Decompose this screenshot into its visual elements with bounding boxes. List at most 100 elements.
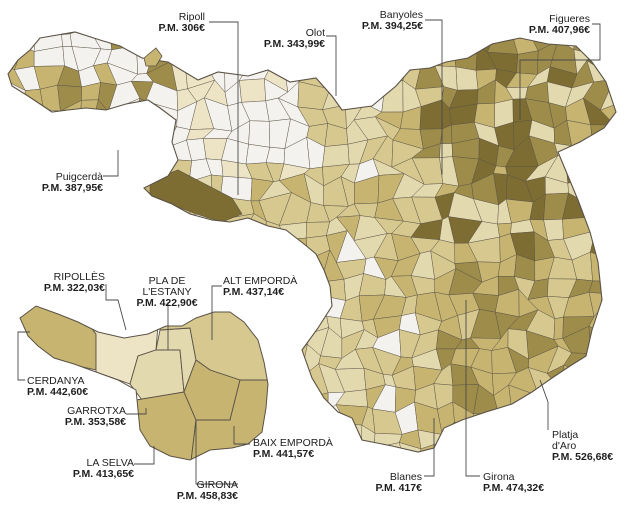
municipality-cell <box>621 10 630 32</box>
municipality-cell <box>621 255 630 283</box>
municipality-cell <box>68 289 97 318</box>
municipality-cell <box>610 490 627 505</box>
municipality-cell <box>271 344 290 374</box>
municipality-cell <box>203 43 235 70</box>
municipality-cell <box>602 218 616 235</box>
municipality-cell <box>15 158 46 184</box>
comarca-name-line2: L'ESTANY <box>142 286 192 299</box>
municipality-cell <box>410 35 440 52</box>
municipality-cell <box>308 460 324 485</box>
municipality-cell <box>164 242 197 253</box>
municipality-cell <box>284 343 308 379</box>
municipality-cell <box>252 483 271 504</box>
municipality-cell <box>335 481 361 504</box>
municipality-cell <box>143 230 175 256</box>
municipality-cell <box>113 425 139 450</box>
municipality-cell <box>210 34 235 55</box>
cerdanya-region <box>20 306 97 371</box>
comarca-price: P.M. 322,03€ <box>43 282 105 295</box>
municipality-cell <box>8 32 24 56</box>
province-outline <box>7 31 617 453</box>
municipality-cell <box>126 120 151 146</box>
municipality-cell <box>0 453 5 472</box>
municipality-cell <box>247 468 264 489</box>
comarca-name: GARROTXA <box>67 405 126 417</box>
label-alt-emporda: ALT EMPORDÀ P.M. 437,14€ <box>223 275 298 298</box>
municipality-cell <box>621 277 630 300</box>
municipality-cell <box>609 403 616 432</box>
municipality-cell <box>600 308 616 333</box>
leader-line <box>539 379 549 430</box>
municipality-cell <box>68 212 89 233</box>
municipality-cell <box>108 32 141 51</box>
municipality-cell <box>455 66 479 91</box>
municipality-cell <box>43 423 63 452</box>
municipality-cell <box>591 135 612 163</box>
town-name: Girona <box>483 471 515 483</box>
leader-line <box>105 284 127 331</box>
leader-line <box>233 426 250 445</box>
municipality-cell <box>564 386 594 412</box>
municipality-cell <box>378 40 407 73</box>
enclave-shape <box>143 47 163 67</box>
municipality-cell <box>12 401 45 436</box>
municipality-cell <box>106 219 136 240</box>
municipality-cell <box>611 451 616 452</box>
municipality-cell <box>492 405 512 434</box>
comarca-name: LA SELVA <box>86 457 134 469</box>
comarca-name: CERDANYA <box>27 375 85 387</box>
municipality-cell <box>321 42 345 74</box>
municipality-cell <box>341 470 363 491</box>
municipality-cell <box>448 32 478 37</box>
municipality-cell <box>0 274 6 299</box>
municipality-cell <box>271 331 290 355</box>
municipality-cell <box>184 34 216 56</box>
municipality-cell <box>69 482 93 505</box>
leader-line <box>326 35 337 96</box>
municipality-cell <box>0 6 22 27</box>
municipality-cell <box>303 274 322 296</box>
municipality-cell <box>0 478 3 505</box>
municipality-cell <box>0 463 5 484</box>
municipality-cell <box>279 7 306 25</box>
municipality-cell <box>601 348 616 371</box>
municipality-cell <box>144 212 175 246</box>
municipality-cell <box>229 32 254 36</box>
municipality-cell <box>8 369 24 397</box>
municipality-cell <box>233 32 252 44</box>
municipality-cell <box>38 480 61 505</box>
municipality-cell <box>49 480 71 505</box>
municipality-cell <box>604 162 616 187</box>
municipality-cell <box>74 135 91 165</box>
municipality-cell <box>529 404 546 434</box>
comarca-name: ALT EMPORDÀ <box>223 275 298 287</box>
municipality-cell <box>248 120 271 148</box>
municipality-cell <box>321 60 339 90</box>
comarca-price: P.M. 353,58€ <box>64 416 126 429</box>
municipality-cell <box>239 78 266 103</box>
municipality-cell <box>251 7 264 25</box>
municipality-cell <box>322 143 350 168</box>
municipality-cell <box>16 485 41 505</box>
municipality-cell <box>89 6 113 28</box>
municipality-cell <box>166 32 198 56</box>
municipality-cell <box>248 319 273 332</box>
municipality-cell <box>507 432 531 452</box>
municipality-cell <box>94 306 121 333</box>
municipality-cell <box>588 32 614 36</box>
municipality-cell <box>8 154 25 180</box>
municipality-cell <box>457 447 481 452</box>
municipality-cell <box>563 364 584 390</box>
municipality-cell <box>281 254 310 276</box>
municipality-cell <box>17 235 44 265</box>
municipality-cell <box>588 325 602 359</box>
municipality-cell <box>601 32 616 36</box>
municipality-cell <box>600 78 616 111</box>
town-price: P.M. 306€ <box>158 22 205 35</box>
municipality-cell <box>548 462 574 488</box>
municipality-cell <box>381 80 404 113</box>
municipality-cell <box>117 202 136 223</box>
municipality-cell <box>106 233 136 259</box>
leader-line <box>17 331 30 381</box>
municipality-cell <box>20 10 35 27</box>
